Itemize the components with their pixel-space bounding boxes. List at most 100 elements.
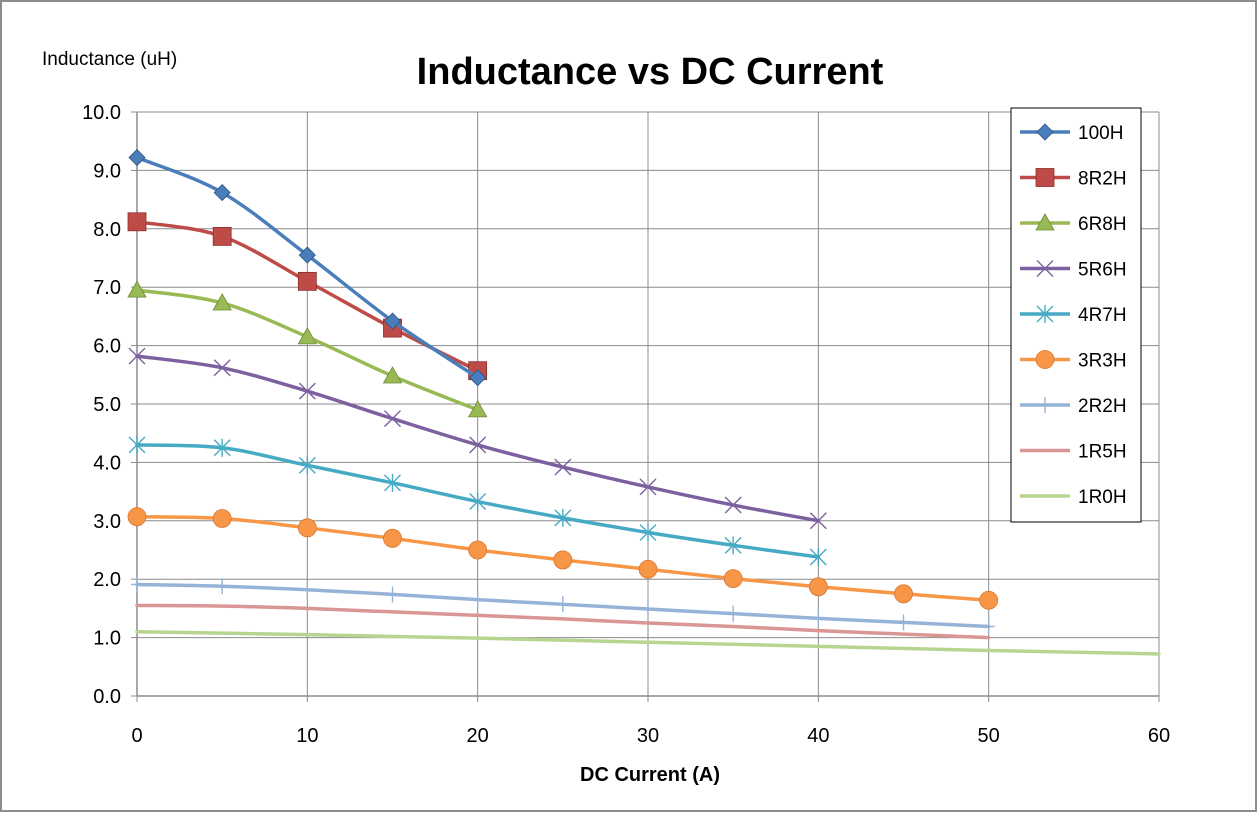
- y-tick-label: 4.0: [93, 452, 121, 474]
- data-point-2R2H: [471, 591, 484, 608]
- series-1R5H: [135, 603, 991, 640]
- data-point-4R7H: [469, 492, 487, 511]
- data-point-4R7H: [554, 508, 572, 527]
- legend-marker: [1035, 168, 1055, 187]
- series-1R0H: [135, 630, 1161, 656]
- data-point-5R6H: [213, 359, 231, 377]
- legend-item-100H: 100H: [1020, 123, 1123, 144]
- x-tick-label: 10: [296, 725, 318, 747]
- data-point-6R8H: [382, 366, 403, 384]
- legend-label: 4R7H: [1078, 305, 1127, 326]
- x-axis-label: DC Current (A): [580, 764, 720, 786]
- data-point-8R2H: [297, 271, 317, 291]
- data-point-2R2H: [897, 614, 910, 631]
- data-point-2R2H: [386, 586, 399, 603]
- legend-item-6R8H: 6R8H: [1020, 213, 1127, 235]
- x-tick-label: 20: [467, 725, 489, 747]
- series-100H: [128, 148, 487, 387]
- data-point-3R3H: [638, 559, 658, 579]
- data-point-4R7H: [809, 548, 827, 567]
- data-point-5R6H: [639, 478, 657, 496]
- data-point-4R7H: [639, 523, 657, 542]
- legend-item-1R0H: 1R0H: [1020, 487, 1127, 508]
- legend-label: 6R8H: [1078, 214, 1127, 235]
- data-point-5R6H: [298, 382, 316, 400]
- data-point-4R7H: [724, 536, 742, 555]
- data-point-2R2H: [301, 581, 314, 598]
- legend-marker: [1035, 213, 1055, 231]
- data-point-2R2H: [982, 618, 995, 635]
- data-point-3R3H: [127, 507, 147, 527]
- data-point-4R7H: [128, 435, 146, 454]
- legend-marker: [1036, 123, 1054, 141]
- y-tick-label: 7.0: [93, 277, 121, 299]
- data-point-100H: [128, 148, 146, 167]
- data-point-2R2H: [727, 605, 740, 622]
- legend-label: 8R2H: [1078, 169, 1127, 190]
- legend-item-8R2H: 8R2H: [1020, 168, 1127, 190]
- legend-item-1R5H: 1R5H: [1020, 442, 1127, 463]
- legend-label: 100H: [1078, 123, 1123, 144]
- legend-item-2R2H: 2R2H: [1020, 396, 1127, 417]
- legend-label: 1R0H: [1078, 487, 1127, 508]
- y-tick-label: 2.0: [93, 569, 121, 591]
- data-point-5R6H: [128, 347, 146, 365]
- y-tick-label: 1.0: [93, 628, 121, 650]
- data-point-3R3H: [383, 528, 402, 548]
- data-point-100H: [298, 246, 316, 264]
- tick-labels: 0.0 1.0 2.0 3.0 4.0 5.0 6.0 7.0 8.0 9.0 10.0 0 10 20 3…: [82, 102, 1170, 747]
- data-point-2R2H: [216, 578, 229, 595]
- x-tick-label: 40: [807, 725, 829, 747]
- series-4R7H: [128, 435, 827, 567]
- axes: [131, 111, 1160, 702]
- y-axis-label: Inductance (uH): [42, 49, 177, 70]
- series-2R2H: [131, 576, 995, 635]
- series-layer: [127, 148, 1161, 656]
- legend-item-5R6H: 5R6H: [1020, 260, 1127, 281]
- data-point-2R2H: [642, 600, 654, 617]
- legend: 100H 8R2H 6R8H 5R6H 4R7H 3R3H 2R2H 1R5H 1R0H: [1010, 107, 1142, 523]
- data-point-8R2H: [212, 226, 232, 246]
- x-tick-label: 60: [1148, 725, 1170, 747]
- data-point-6R8H: [127, 280, 147, 298]
- grid: [137, 111, 1160, 696]
- data-point-6R8H: [212, 293, 232, 311]
- legend-item-4R7H: 4R7H: [1020, 305, 1127, 326]
- legend-marker: [1036, 305, 1054, 323]
- data-point-3R3H: [212, 509, 232, 528]
- data-point-4R7H: [384, 473, 401, 492]
- y-tick-label: 8.0: [93, 219, 121, 241]
- data-point-8R2H: [127, 212, 147, 232]
- legend-marker: [1036, 260, 1054, 277]
- data-point-5R6H: [809, 512, 827, 530]
- legend-label: 2R2H: [1078, 396, 1127, 417]
- legend-marker: [1039, 397, 1051, 413]
- legend-item-3R3H: 3R3H: [1020, 350, 1127, 372]
- data-point-5R6H: [469, 436, 487, 454]
- x-tick-label: 0: [131, 725, 142, 747]
- legend-label: 3R3H: [1078, 351, 1127, 372]
- data-point-100H: [383, 312, 402, 330]
- data-point-2R2H: [812, 610, 825, 627]
- chart-title: Inductance vs DC Current: [417, 51, 884, 93]
- y-tick-label: 9.0: [93, 160, 121, 182]
- data-point-100H: [213, 184, 231, 202]
- data-point-3R3H: [468, 540, 488, 560]
- series-5R6H: [128, 347, 827, 530]
- data-point-5R6H: [724, 496, 742, 514]
- series-3R3H: [127, 507, 999, 610]
- data-point-100H: [469, 369, 487, 387]
- series-line-1R0H: [135, 630, 1161, 656]
- legend-label: 1R5H: [1078, 442, 1127, 463]
- data-point-6R8H: [467, 400, 488, 418]
- y-tick-label: 5.0: [93, 394, 121, 416]
- data-point-2R2H: [131, 576, 143, 593]
- y-tick-label: 6.0: [93, 336, 121, 358]
- data-point-3R3H: [723, 569, 743, 589]
- series-6R8H: [127, 280, 488, 418]
- data-point-5R6H: [554, 458, 572, 476]
- y-tick-label: 3.0: [93, 511, 121, 533]
- x-tick-label: 30: [637, 725, 659, 747]
